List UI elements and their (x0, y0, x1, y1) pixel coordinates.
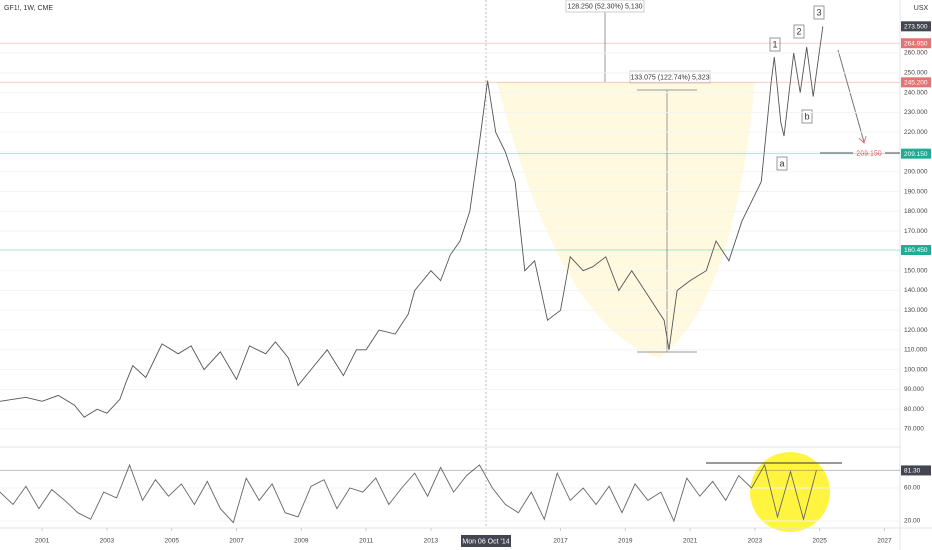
y-tick-label: 190.000 (904, 188, 928, 195)
wave-label: 1 (772, 39, 777, 49)
wave-box (793, 24, 805, 39)
measure-label: 133.075 (122.74%) 5,323 (630, 74, 709, 81)
wave-label: 3 (816, 7, 821, 17)
measure-box (565, 0, 645, 13)
wave-box (801, 109, 813, 124)
y-tick-label: 20.00 (904, 518, 921, 525)
target-box (853, 148, 885, 158)
price-marker-label: 245.200 (904, 80, 928, 87)
x-tick-label: 2005 (164, 538, 179, 545)
measure-box (629, 70, 711, 84)
price-marker-label: 264.950 (904, 40, 928, 47)
x-tick-label: 2019 (618, 538, 633, 545)
price-marker (901, 148, 931, 159)
measure-label: 128.250 (52.30%) 5,130 (567, 3, 642, 10)
y-tick-label: 140.000 (904, 287, 928, 294)
wave-box (776, 156, 788, 171)
y-tick-label: 180.000 (904, 208, 928, 215)
y-tick-label: 240.000 (904, 89, 928, 96)
x-tick-label: 2017 (553, 538, 568, 545)
y-tick-label: 130.000 (904, 307, 928, 314)
price-marker (901, 465, 931, 476)
wave-box (813, 5, 825, 20)
highlight-circle (750, 452, 830, 532)
price-marker-label: 160.450 (904, 247, 928, 254)
crosshair-label: Mon 06 Oct '14 (462, 538, 509, 545)
y-tick-label: 170.000 (904, 228, 928, 235)
x-tick-label: 2011 (359, 538, 373, 545)
x-tick-label: 2007 (229, 538, 244, 545)
series-line (0, 26, 824, 418)
price-marker (901, 77, 931, 88)
wave-label: a (779, 158, 784, 168)
y-tick-label: 110.000 (904, 347, 927, 354)
price-marker-label: 273.500 (904, 24, 928, 31)
y-tick-label: 200.000 (904, 168, 928, 175)
cup-shape (497, 82, 755, 358)
wave-label: 2 (796, 26, 801, 36)
x-tick-label: 2001 (35, 538, 50, 545)
price-marker-label: 81.30 (904, 468, 921, 475)
wave-label: b (804, 111, 809, 121)
target-label: 209.150 (856, 150, 881, 157)
y-tick-label: 250.000 (904, 70, 928, 77)
y-tick-label: 80.000 (904, 406, 924, 413)
price-marker (901, 245, 931, 256)
x-tick-label: 2009 (294, 538, 309, 545)
x-tick-label: 2027 (877, 538, 892, 545)
y-tick-label: 60.00 (904, 485, 921, 492)
x-tick-label: 2021 (683, 538, 698, 545)
symbol-title: GF1!, 1W, CME (4, 5, 53, 12)
plot: 70.000 80.000 90.000 100.000 110.000 120.000 1… (0, 21, 931, 545)
y-tick-label: 100.000 (904, 366, 928, 373)
wave-labels: 1 2 3 a b (769, 5, 825, 171)
series-line (0, 463, 817, 524)
x-tick-label: 2003 (100, 538, 115, 545)
x-tick-label: 2025 (812, 538, 827, 545)
arrow-head (858, 135, 867, 144)
y-tick-label: 230.000 (904, 109, 928, 116)
x-tick-label: 2013 (424, 538, 439, 545)
price-marker (901, 38, 931, 49)
price-marker-label: 209.150 (904, 151, 928, 158)
x-tick-label: 2023 (748, 538, 763, 545)
y-tick-label: 150.000 (904, 267, 928, 274)
y-tick-label: 220.000 (904, 129, 928, 136)
wave-box (769, 37, 781, 52)
y-tick-label: 70.000 (904, 426, 924, 433)
crosshair-box (461, 535, 511, 547)
y-tick-label: 260.000 (904, 50, 928, 57)
price-marker (901, 21, 931, 32)
y-tick-label: 120.000 (904, 327, 928, 334)
y-tick-label: 90.000 (904, 386, 924, 393)
forecast-arrow (837, 49, 865, 143)
currency: USX (914, 5, 929, 12)
